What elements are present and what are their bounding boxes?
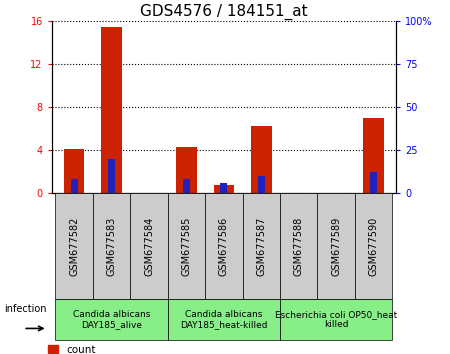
Bar bbox=[168, 193, 205, 299]
Text: GSM677584: GSM677584 bbox=[144, 216, 154, 276]
Text: GSM677582: GSM677582 bbox=[69, 216, 79, 276]
Bar bbox=[258, 176, 265, 193]
Bar bbox=[243, 193, 280, 299]
Bar bbox=[317, 193, 355, 299]
Bar bbox=[176, 147, 197, 193]
Text: GSM677589: GSM677589 bbox=[331, 216, 341, 276]
Text: GSM677590: GSM677590 bbox=[369, 216, 378, 276]
Bar bbox=[71, 179, 78, 193]
Bar bbox=[108, 159, 115, 193]
Text: GSM677587: GSM677587 bbox=[256, 216, 266, 276]
Bar bbox=[280, 299, 392, 340]
Bar bbox=[205, 193, 243, 299]
Bar bbox=[220, 183, 228, 193]
Text: infection: infection bbox=[4, 304, 47, 314]
Bar bbox=[183, 179, 190, 193]
Text: GSM677583: GSM677583 bbox=[107, 216, 117, 276]
Bar bbox=[55, 299, 168, 340]
Bar bbox=[363, 118, 384, 193]
Bar bbox=[355, 193, 392, 299]
Legend: count, percentile rank within the sample: count, percentile rank within the sample bbox=[48, 345, 243, 354]
Bar bbox=[370, 172, 377, 193]
Bar bbox=[93, 193, 130, 299]
Text: Escherichia coli OP50_heat
killed: Escherichia coli OP50_heat killed bbox=[275, 310, 397, 329]
Bar bbox=[168, 299, 280, 340]
Bar bbox=[101, 27, 122, 193]
Text: GSM677586: GSM677586 bbox=[219, 216, 229, 276]
Bar bbox=[55, 193, 93, 299]
Bar bbox=[251, 126, 272, 193]
Text: GSM677585: GSM677585 bbox=[181, 216, 191, 276]
Bar bbox=[214, 185, 234, 193]
Text: Candida albicans
DAY185_heat-killed: Candida albicans DAY185_heat-killed bbox=[180, 310, 268, 329]
Bar bbox=[130, 193, 168, 299]
Text: Candida albicans
DAY185_alive: Candida albicans DAY185_alive bbox=[73, 310, 150, 329]
Bar bbox=[280, 193, 317, 299]
Title: GDS4576 / 184151_at: GDS4576 / 184151_at bbox=[140, 4, 308, 20]
Bar bbox=[64, 149, 85, 193]
Text: GSM677588: GSM677588 bbox=[294, 216, 304, 276]
